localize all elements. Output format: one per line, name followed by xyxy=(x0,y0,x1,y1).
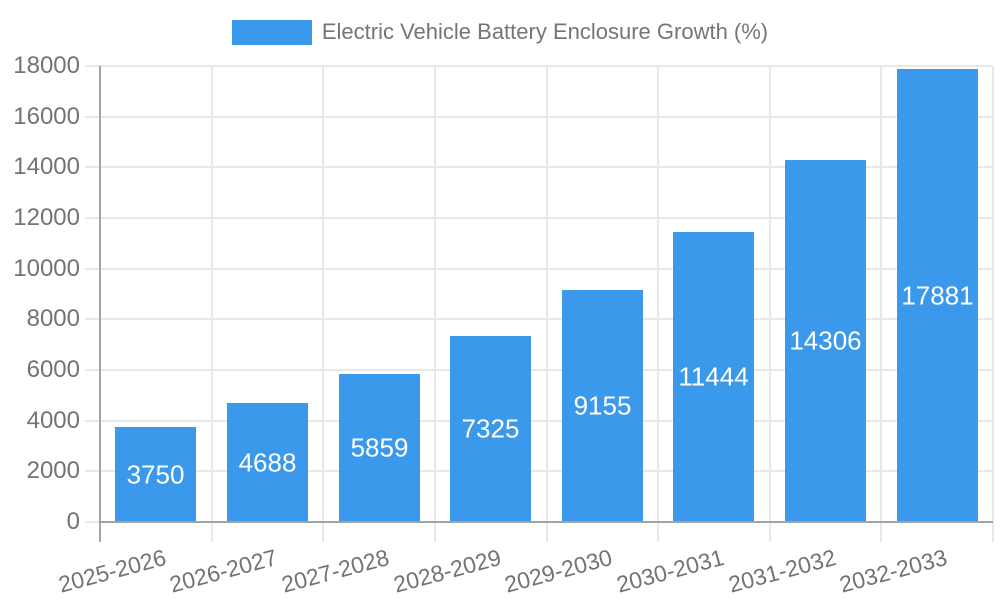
y-gridline xyxy=(85,166,993,168)
y-axis-tick-label: 8000 xyxy=(26,305,80,332)
bar-value-label: 14306 xyxy=(789,325,862,356)
y-gridline xyxy=(85,420,993,422)
x-boundary-gridline xyxy=(434,66,436,542)
x-boundary-gridline xyxy=(992,66,994,542)
bar[interactable] xyxy=(897,69,978,522)
y-axis-tick-label: 6000 xyxy=(26,356,80,383)
x-boundary-gridline xyxy=(769,66,771,542)
y-gridline xyxy=(85,65,993,67)
y-gridline xyxy=(85,318,993,320)
x-axis-tick-label: 2025-2026 xyxy=(55,544,169,598)
y-axis-tick-label: 10000 xyxy=(13,255,80,282)
chart-title: Electric Vehicle Battery Enclosure Growt… xyxy=(321,19,769,44)
x-axis-tick-label: 2027-2028 xyxy=(278,544,392,598)
x-axis-tick-label: 2026-2027 xyxy=(167,544,281,598)
chart-legend[interactable]: Electric Vehicle Battery Enclosure Growt… xyxy=(0,19,1000,45)
y-gridline xyxy=(85,116,993,118)
bar-value-label: 17881 xyxy=(901,280,974,310)
bar[interactable] xyxy=(785,160,866,522)
bar-value-label: 4688 xyxy=(238,447,297,477)
x-axis-line xyxy=(100,521,993,523)
bar-value-label: 9155 xyxy=(573,390,632,421)
x-axis-tick-label: 2029-2030 xyxy=(502,544,616,598)
x-axis-tick-label: 2031-2032 xyxy=(725,544,839,598)
y-axis-tick-label: 18000 xyxy=(13,52,80,79)
y-gridline xyxy=(85,217,993,219)
x-boundary-gridline xyxy=(211,66,213,542)
bar-value-label: 7325 xyxy=(461,413,520,444)
y-axis-tick-label: 14000 xyxy=(13,153,80,180)
bar[interactable] xyxy=(450,336,531,522)
y-axis-line xyxy=(99,66,101,542)
y-axis-tick-label: 12000 xyxy=(13,204,80,231)
legend-swatch-icon xyxy=(231,19,312,45)
y-axis-tick-label: 16000 xyxy=(13,103,80,130)
x-axis-tick-label: 2028-2029 xyxy=(390,544,504,598)
x-boundary-gridline xyxy=(880,66,882,542)
y-axis-tick-label: 4000 xyxy=(26,407,80,434)
x-axis-tick-label: 2030-2031 xyxy=(613,544,727,598)
y-axis-tick-label: 0 xyxy=(66,508,80,535)
bar-value-label: 11444 xyxy=(678,361,749,392)
bar[interactable] xyxy=(562,290,643,522)
bar-value-label: 5859 xyxy=(350,432,409,463)
bar[interactable] xyxy=(227,403,308,522)
x-boundary-gridline xyxy=(546,66,548,542)
bar[interactable] xyxy=(339,374,420,522)
y-axis-tick-label: 2000 xyxy=(26,457,80,484)
x-axis-tick-label: 2032-2033 xyxy=(836,544,950,598)
y-gridline xyxy=(85,268,993,270)
y-axis-tick xyxy=(85,521,100,523)
bar[interactable] xyxy=(115,427,196,522)
bar-value-label: 3750 xyxy=(126,459,185,489)
bar[interactable] xyxy=(673,232,754,522)
y-gridline xyxy=(85,470,993,472)
x-boundary-gridline xyxy=(322,66,324,542)
x-boundary-gridline xyxy=(657,66,659,542)
y-gridline xyxy=(85,369,993,371)
